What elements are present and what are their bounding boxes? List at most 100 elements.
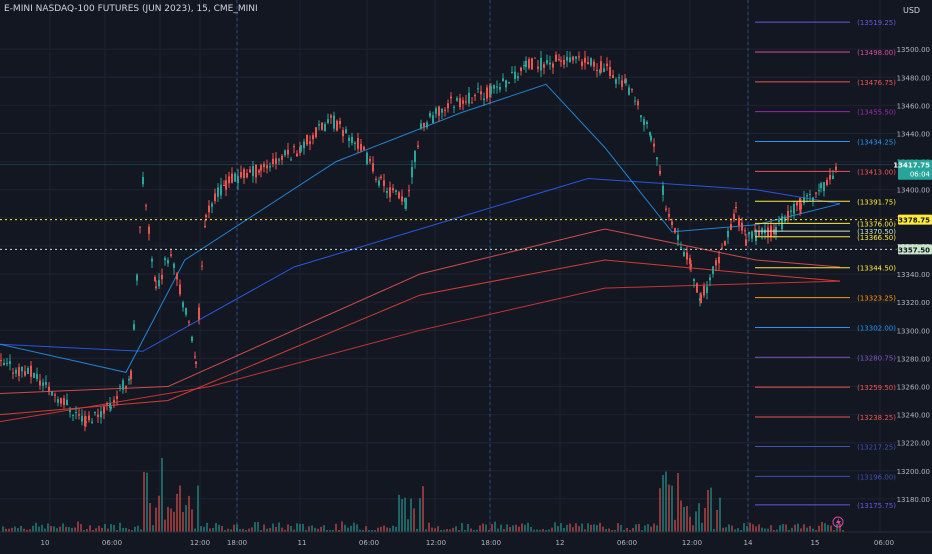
candle-body	[116, 396, 118, 399]
candle-body	[653, 143, 655, 147]
volume-bar	[590, 524, 592, 532]
candle-body	[462, 100, 464, 104]
volume-bar	[218, 524, 220, 532]
candle-body	[54, 394, 56, 396]
volume-bar	[11, 527, 13, 532]
volume-bar	[308, 526, 310, 532]
candle-body	[72, 414, 74, 416]
candle-body	[66, 399, 68, 406]
candle-body	[758, 230, 760, 236]
volume-bar	[116, 530, 118, 532]
volume-bar	[524, 524, 526, 532]
candle-body	[730, 224, 732, 230]
volume-bar	[779, 525, 781, 532]
volume-bar	[644, 525, 646, 532]
x-tick-label: 11	[298, 539, 307, 547]
volume-bar	[314, 527, 316, 532]
level-label: (13196.00)	[857, 473, 896, 481]
volume-bar	[191, 509, 193, 532]
lightning-icon[interactable]	[832, 516, 844, 528]
candle-body	[806, 195, 808, 197]
moving-average-line-1	[0, 177, 841, 352]
candle-body	[690, 263, 692, 267]
volume-bar	[488, 529, 490, 532]
candle-body	[755, 230, 757, 242]
volume-bar	[311, 525, 313, 532]
candle-body	[656, 157, 658, 160]
volume-bar	[281, 527, 283, 532]
volume-bar	[527, 522, 529, 532]
candle-body	[272, 158, 274, 164]
candle-body	[823, 182, 825, 192]
candle-body	[528, 59, 530, 69]
candle-body	[287, 149, 289, 155]
volume-bar	[137, 525, 139, 532]
candle-body	[420, 123, 422, 129]
volume-bar	[173, 511, 175, 532]
volume-bar	[512, 525, 514, 532]
volume-bar	[209, 528, 211, 532]
volume-bar	[395, 526, 397, 532]
candle-body	[69, 410, 71, 413]
volume-bar	[35, 522, 37, 532]
volume-bar	[38, 526, 40, 532]
candle-body	[366, 152, 368, 165]
volume-bar	[821, 521, 823, 532]
volume-bar	[647, 524, 649, 532]
candle-body	[255, 164, 257, 178]
level-label: (13344.50)	[857, 265, 896, 273]
volume-bar	[23, 528, 25, 532]
volume-bar	[80, 524, 82, 532]
candle-body	[480, 91, 482, 95]
candle-body	[119, 386, 121, 388]
candle-body	[715, 260, 717, 266]
volume-bar	[686, 505, 688, 532]
volume-bar	[449, 529, 451, 532]
candle-body	[109, 402, 111, 408]
moving-average-line-4	[0, 259, 841, 416]
volume-bar	[602, 526, 604, 532]
candle-body	[51, 391, 53, 396]
price-badge-text: 13378.75	[893, 217, 930, 225]
lightning-icon-glyph	[836, 518, 841, 527]
volume-bar	[410, 498, 412, 532]
candle-body	[234, 173, 236, 182]
volume-bar	[773, 530, 775, 532]
volume-bar	[719, 497, 721, 532]
volume-bar	[86, 529, 88, 532]
candle-body	[345, 129, 347, 133]
candle-body	[724, 240, 726, 246]
volume-bar	[71, 527, 73, 532]
candle-body	[738, 217, 740, 226]
price-badge	[898, 244, 932, 255]
candle-body	[217, 187, 219, 197]
volume-bar	[158, 495, 160, 532]
volume-bar	[704, 508, 706, 532]
candle-body	[593, 61, 595, 67]
candle-body	[290, 159, 292, 161]
volume-bar	[752, 524, 754, 532]
volume-bar	[668, 484, 670, 532]
candle-body	[689, 258, 691, 264]
volume-bar	[92, 530, 94, 532]
candle-body	[369, 158, 371, 162]
volume-bar	[5, 528, 7, 532]
x-tick-label: 14	[744, 539, 753, 547]
price-badge-countdown: 06:04	[910, 171, 931, 179]
candle-body	[405, 198, 407, 209]
candle-body	[151, 258, 153, 262]
candle-body	[534, 57, 536, 59]
candle-body	[0, 359, 2, 361]
candle-body	[563, 60, 565, 65]
y-tick-label: 13300.00	[897, 327, 930, 335]
volume-bar	[146, 472, 148, 532]
candle-body	[176, 273, 178, 280]
volume-bar	[722, 527, 724, 532]
volume-bar	[188, 495, 190, 532]
candle-body	[735, 207, 737, 209]
volume-bar	[632, 527, 634, 532]
level-label: (13391.75)	[857, 198, 896, 206]
volume-bar	[62, 523, 64, 532]
